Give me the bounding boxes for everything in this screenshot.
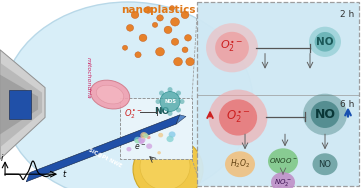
Text: NO: NO	[318, 160, 331, 169]
Ellipse shape	[139, 34, 147, 42]
Ellipse shape	[135, 139, 139, 143]
Ellipse shape	[138, 136, 146, 143]
Ellipse shape	[126, 25, 134, 31]
Ellipse shape	[168, 87, 172, 92]
Ellipse shape	[96, 85, 124, 104]
Text: 6 h: 6 h	[340, 100, 354, 108]
Text: i: i	[1, 154, 3, 163]
Ellipse shape	[171, 38, 179, 45]
Ellipse shape	[225, 151, 255, 177]
Text: $\mathit{O}_2^{\bullet-}$: $\mathit{O}_2^{\bullet-}$	[225, 108, 250, 125]
Polygon shape	[0, 50, 45, 159]
Text: NO: NO	[314, 108, 335, 121]
Ellipse shape	[155, 99, 160, 104]
Text: $H_2O_2$: $H_2O_2$	[230, 158, 250, 170]
Text: SiC@Pt NWE: SiC@Pt NWE	[87, 147, 123, 168]
Ellipse shape	[159, 91, 164, 96]
Ellipse shape	[215, 32, 249, 64]
Text: $\mathit{O}_2^{\bullet-}$: $\mathit{O}_2^{\bullet-}$	[220, 39, 244, 54]
Ellipse shape	[176, 91, 181, 96]
Polygon shape	[0, 63, 42, 147]
Ellipse shape	[174, 58, 183, 66]
Ellipse shape	[184, 35, 191, 41]
Ellipse shape	[159, 108, 164, 112]
Ellipse shape	[206, 23, 258, 72]
Ellipse shape	[313, 153, 338, 175]
Text: NOS: NOS	[164, 99, 176, 104]
Ellipse shape	[219, 99, 257, 136]
Ellipse shape	[156, 48, 164, 56]
Ellipse shape	[140, 142, 190, 189]
Ellipse shape	[152, 22, 158, 27]
FancyBboxPatch shape	[197, 2, 359, 186]
Ellipse shape	[181, 11, 189, 19]
Polygon shape	[176, 115, 186, 124]
Text: mitochondria: mitochondria	[86, 57, 90, 98]
Ellipse shape	[160, 92, 180, 112]
Ellipse shape	[157, 15, 163, 21]
Polygon shape	[9, 90, 31, 119]
Ellipse shape	[90, 80, 130, 109]
Ellipse shape	[135, 52, 141, 58]
Ellipse shape	[169, 131, 176, 138]
Ellipse shape	[158, 133, 163, 137]
Text: nanoplastics: nanoplastics	[121, 5, 195, 15]
Ellipse shape	[133, 137, 203, 189]
Ellipse shape	[311, 101, 339, 128]
Ellipse shape	[176, 108, 181, 112]
Ellipse shape	[268, 148, 298, 174]
Ellipse shape	[186, 58, 194, 66]
Ellipse shape	[171, 18, 179, 26]
Ellipse shape	[157, 151, 161, 154]
Ellipse shape	[164, 26, 172, 34]
Ellipse shape	[170, 6, 175, 10]
Polygon shape	[26, 115, 180, 182]
Text: $NO_2^-$: $NO_2^-$	[274, 177, 292, 188]
Text: NO: NO	[154, 107, 170, 116]
Ellipse shape	[271, 172, 295, 189]
Ellipse shape	[144, 7, 152, 13]
Text: t: t	[62, 170, 65, 179]
Ellipse shape	[168, 111, 172, 116]
Ellipse shape	[180, 99, 184, 104]
Ellipse shape	[142, 133, 146, 136]
Text: $e^-$: $e^-$	[134, 143, 146, 152]
Text: NO: NO	[316, 37, 334, 47]
Ellipse shape	[182, 47, 188, 53]
Ellipse shape	[147, 136, 151, 139]
Ellipse shape	[209, 90, 268, 145]
Ellipse shape	[134, 137, 141, 143]
Ellipse shape	[140, 132, 147, 139]
Ellipse shape	[122, 45, 128, 50]
Text: 2 h: 2 h	[340, 10, 354, 19]
Ellipse shape	[131, 11, 139, 19]
Ellipse shape	[303, 94, 347, 135]
Polygon shape	[0, 75, 38, 134]
Ellipse shape	[309, 27, 341, 57]
Text: $O_2^{\bullet-}$: $O_2^{\bullet-}$	[124, 108, 142, 121]
Ellipse shape	[3, 2, 253, 189]
Ellipse shape	[167, 136, 174, 142]
Text: $ONOO^-$: $ONOO^-$	[269, 156, 297, 165]
FancyBboxPatch shape	[120, 98, 192, 159]
Ellipse shape	[146, 143, 152, 149]
Ellipse shape	[138, 139, 144, 144]
Ellipse shape	[143, 133, 149, 138]
Ellipse shape	[315, 32, 335, 52]
Ellipse shape	[126, 147, 131, 151]
